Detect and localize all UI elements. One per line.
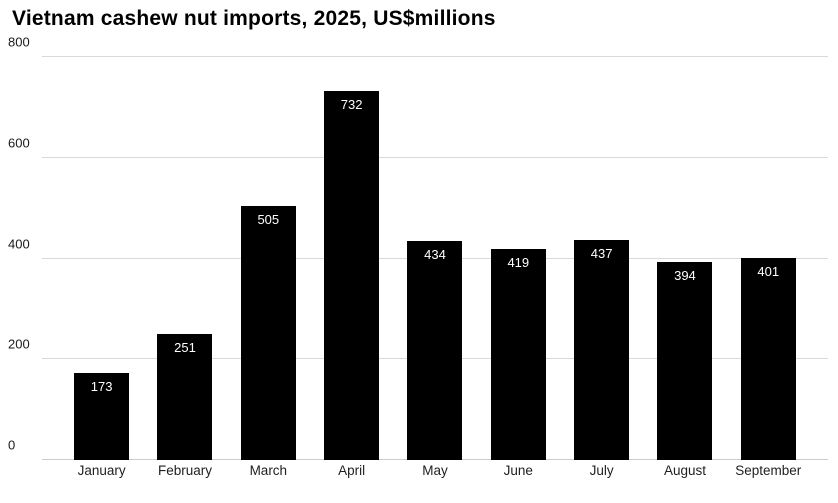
bar: 732	[324, 91, 380, 460]
bar-column: 173	[60, 57, 143, 460]
bar: 251	[157, 333, 213, 460]
bar-value-label: 401	[757, 264, 780, 279]
bar-column: 505	[227, 57, 310, 460]
y-axis-tick-label: 200	[8, 336, 30, 352]
x-axis-category-label: January	[77, 463, 126, 478]
bar-value-label: 251	[174, 339, 196, 355]
x-axis-category-label: March	[249, 463, 288, 478]
bar-value-label: 732	[340, 97, 363, 113]
bar: 173	[74, 372, 130, 460]
bar: 401	[740, 258, 796, 460]
x-axis-category-label: February	[157, 463, 212, 478]
x-axis-category-label: August	[663, 463, 706, 478]
y-axis-tick-label: 0	[8, 437, 16, 453]
bar: 505	[240, 205, 296, 460]
bar-column: 732	[310, 57, 393, 460]
bar: 434	[407, 241, 463, 460]
bars-layer: 173 251 505 732 434 419 437 394 401	[60, 57, 810, 460]
bar-column: 434	[393, 57, 476, 460]
bar-column: 419	[477, 57, 560, 460]
bar-value-label: 437	[590, 245, 613, 261]
bar: 394	[657, 261, 713, 460]
bar-column: 394	[643, 57, 726, 460]
bar: 437	[574, 239, 630, 460]
x-axis-category-label: April	[338, 463, 366, 478]
y-axis-tick-label: 800	[8, 34, 30, 50]
x-axis-category-label: May	[422, 463, 448, 478]
gridline	[42, 156, 828, 158]
bar-value-label: 505	[257, 211, 280, 227]
bar-value-label: 394	[674, 267, 696, 283]
chart-title: Vietnam cashew nut imports, 2025, US$mil…	[12, 7, 496, 30]
x-axis-category-label: July	[589, 463, 614, 478]
x-axis-category-label: June	[503, 463, 533, 478]
bar-column: 437	[560, 57, 643, 460]
bar-value-label: 173	[90, 378, 113, 394]
bar-value-label: 434	[424, 247, 446, 263]
x-axis-category-label: September	[735, 463, 802, 478]
bar: 419	[490, 248, 546, 460]
bar-column: 401	[727, 57, 810, 460]
bar-value-label: 419	[507, 254, 530, 270]
gridline	[42, 56, 828, 57]
y-axis-tick-label: 600	[8, 135, 30, 151]
plot-area: 0 200 400 600 800 173 251 505 732 434 419 437 394 40…	[8, 35, 828, 460]
bar-column: 251	[143, 57, 226, 460]
y-axis-tick-label: 400	[8, 236, 30, 251]
x-axis-labels: January February March April May June July Augu…	[60, 463, 810, 478]
